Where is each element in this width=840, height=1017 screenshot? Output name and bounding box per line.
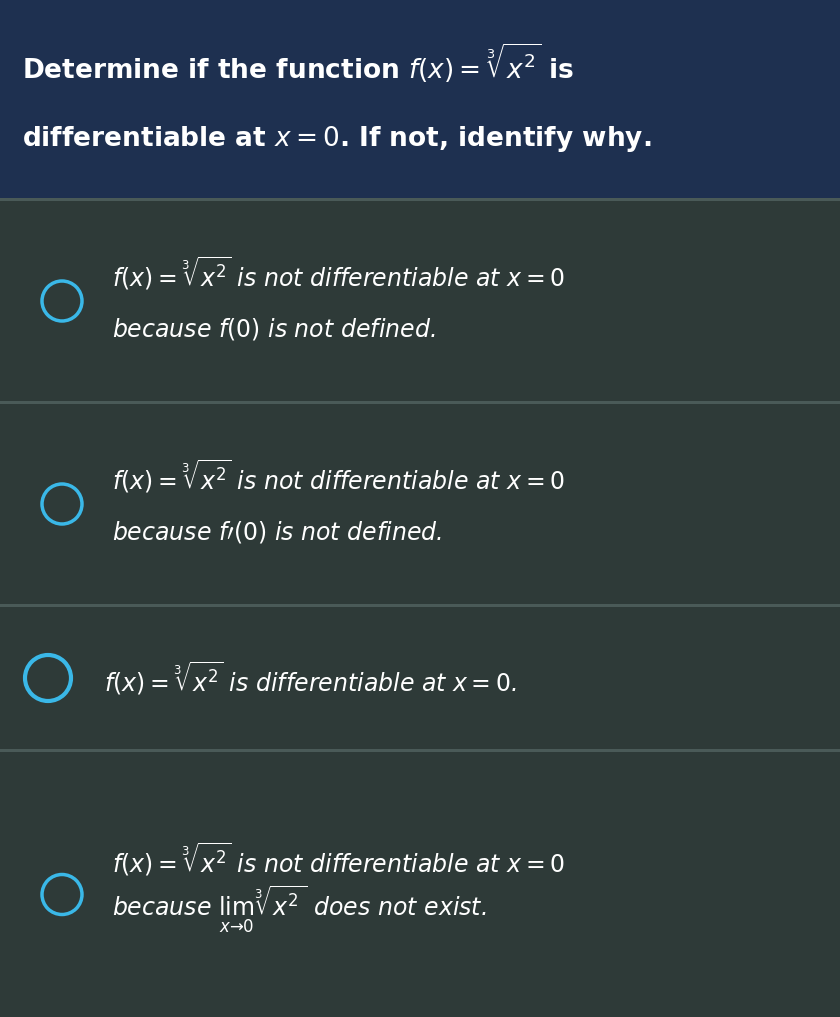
Bar: [0, 401, 840, 404]
Bar: [0, 198, 840, 201]
Bar: [0, 749, 840, 752]
Bar: [0, 201, 840, 401]
Text: because $\lim_{x \to 0} \sqrt[3]{x^2}$ does not exist.: because $\lim_{x \to 0} \sqrt[3]{x^2}$ d…: [112, 884, 486, 936]
Bar: [0, 752, 840, 1017]
Bar: [0, 0, 840, 198]
Text: $f(x)=\sqrt[3]{x^2}$ is not differentiable at $x=0$: $f(x)=\sqrt[3]{x^2}$ is not differentiab…: [112, 841, 565, 879]
Bar: [0, 404, 840, 604]
Text: $f(x)=\sqrt[3]{x^2}$ is differentiable at $x=0$.: $f(x)=\sqrt[3]{x^2}$ is differentiable a…: [104, 659, 517, 697]
Text: Determine if the function $f(x)=\sqrt[3]{x^2}$ is: Determine if the function $f(x)=\sqrt[3]…: [22, 42, 575, 85]
Bar: [0, 607, 840, 749]
Bar: [0, 604, 840, 607]
Text: because $f(0)$ is not defined.: because $f(0)$ is not defined.: [112, 316, 435, 342]
Text: because $f\prime(0)$ is not defined.: because $f\prime(0)$ is not defined.: [112, 519, 442, 545]
Text: $f(x)=\sqrt[3]{x^2}$ is not differentiable at $x=0$: $f(x)=\sqrt[3]{x^2}$ is not differentiab…: [112, 254, 565, 292]
Text: $f(x)=\sqrt[3]{x^2}$ is not differentiable at $x=0$: $f(x)=\sqrt[3]{x^2}$ is not differentiab…: [112, 458, 565, 494]
Text: differentiable at $x=0$. If not, identify why.: differentiable at $x=0$. If not, identif…: [22, 124, 651, 154]
